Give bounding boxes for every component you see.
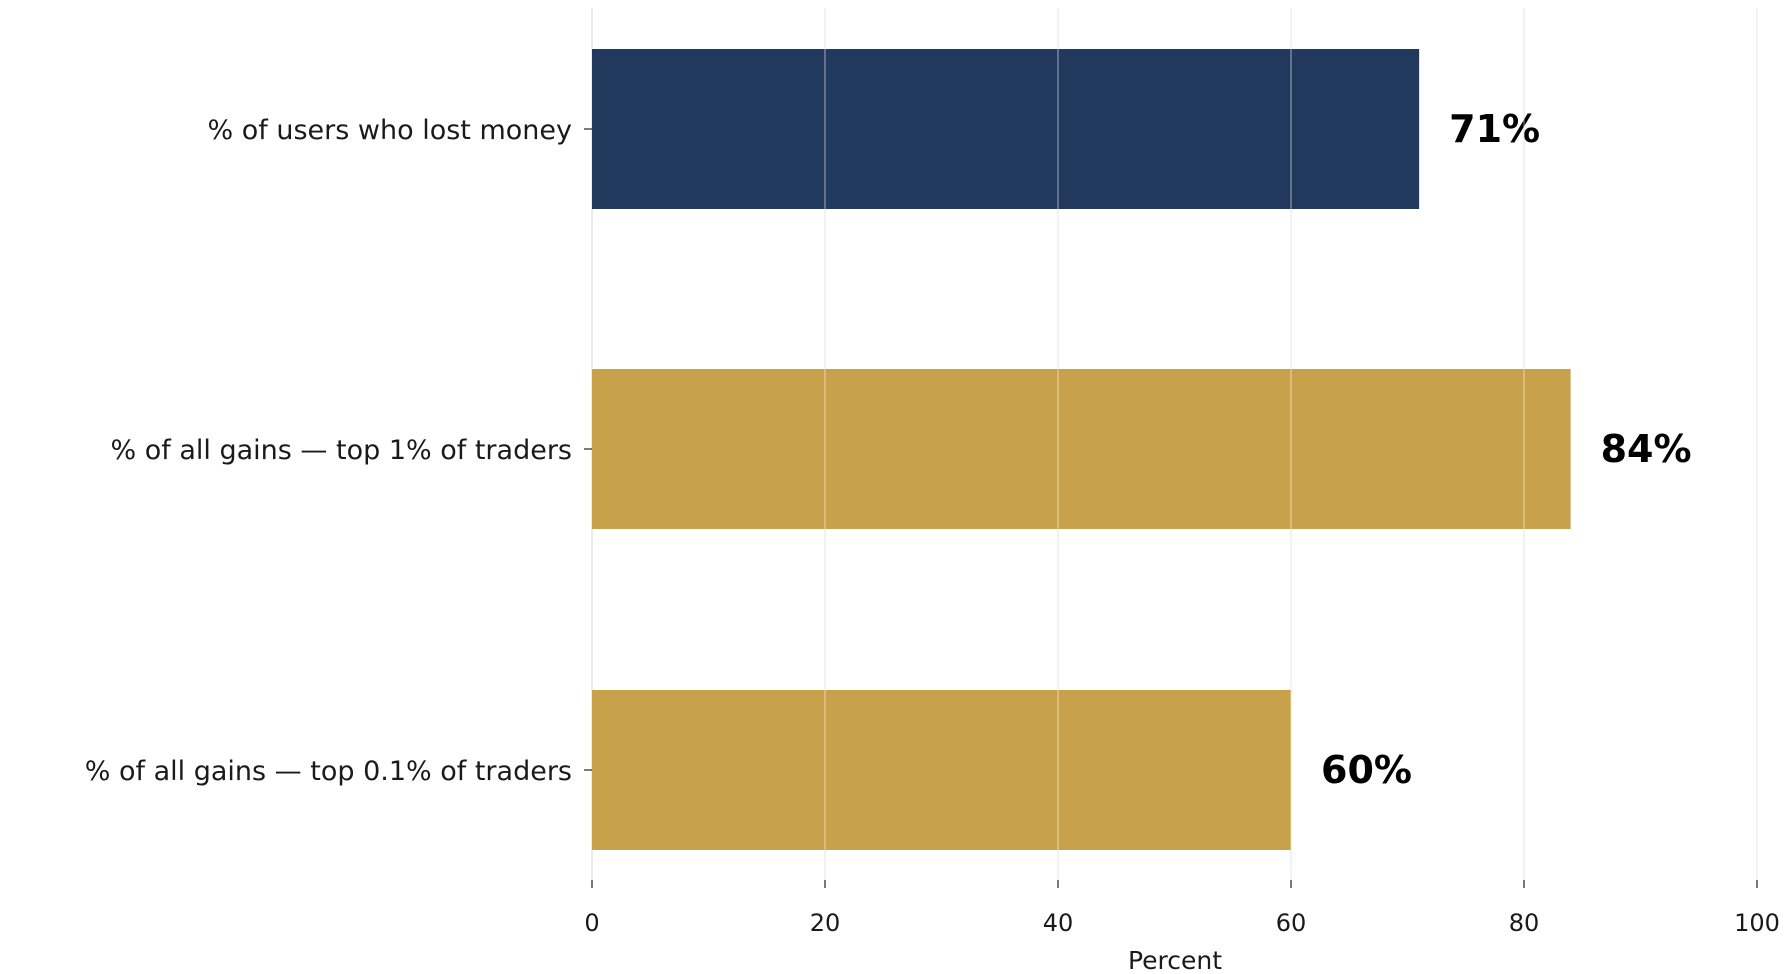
category-label-2: % of all gains — top 1% of traders [110,435,572,466]
x-tick-label-40: 40 [1043,909,1074,937]
category-label-1: % of users who lost money [208,115,572,146]
bar-2 [592,369,1571,529]
value-label-2: 84% [1601,427,1692,471]
category-label-3: % of all gains — top 0.1% of traders [85,756,572,787]
x-tick-label-100: 100 [1734,909,1780,937]
x-tick-label-0: 0 [584,909,599,937]
x-axis-ticks: 0 20 40 60 80 100 [584,880,1780,937]
bar-1 [592,49,1420,209]
bars: 71% 84% 60% [592,49,1692,850]
gridlines-over-bars [824,8,1758,880]
x-tick-label-20: 20 [810,909,841,937]
bar-3 [592,690,1291,850]
x-tick-label-60: 60 [1276,909,1307,937]
y-axis-ticks: % of users who lost money % of all gains … [85,115,592,787]
x-axis-title: Percent [1128,946,1222,974]
value-label-3: 60% [1321,748,1412,792]
value-label-1: 71% [1449,107,1540,151]
x-tick-label-80: 80 [1509,909,1540,937]
